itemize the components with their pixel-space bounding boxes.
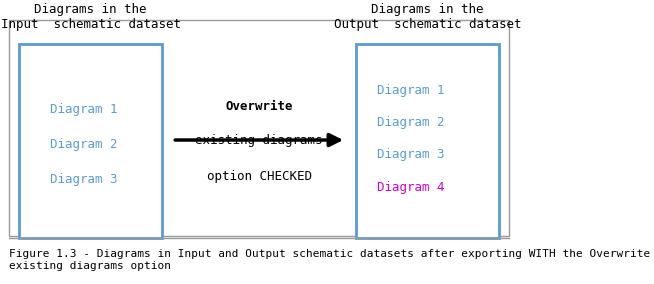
Text: Diagram 4: Diagram 4 — [377, 181, 444, 194]
Text: option CHECKED: option CHECKED — [207, 170, 312, 183]
FancyBboxPatch shape — [19, 45, 162, 238]
Text: Diagram 3: Diagram 3 — [377, 148, 444, 161]
FancyBboxPatch shape — [356, 45, 499, 238]
Text: Diagram 2: Diagram 2 — [377, 116, 444, 129]
Text: existing diagrams: existing diagrams — [196, 133, 323, 147]
Text: Overwrite: Overwrite — [226, 100, 293, 113]
Text: Diagram 3: Diagram 3 — [50, 173, 117, 185]
FancyBboxPatch shape — [9, 20, 509, 235]
Text: Diagram 1: Diagram 1 — [50, 103, 117, 116]
Text: Diagrams in the
Output  schematic dataset: Diagrams in the Output schematic dataset — [334, 3, 521, 31]
Text: Figure 1.3 - Diagrams in Input and Output schematic datasets after exporting WIT: Figure 1.3 - Diagrams in Input and Outpu… — [9, 249, 650, 271]
Text: Diagrams in the
Input  schematic dataset: Diagrams in the Input schematic dataset — [1, 3, 181, 31]
Text: Diagram 1: Diagram 1 — [377, 84, 444, 97]
Text: Diagram 2: Diagram 2 — [50, 137, 117, 151]
